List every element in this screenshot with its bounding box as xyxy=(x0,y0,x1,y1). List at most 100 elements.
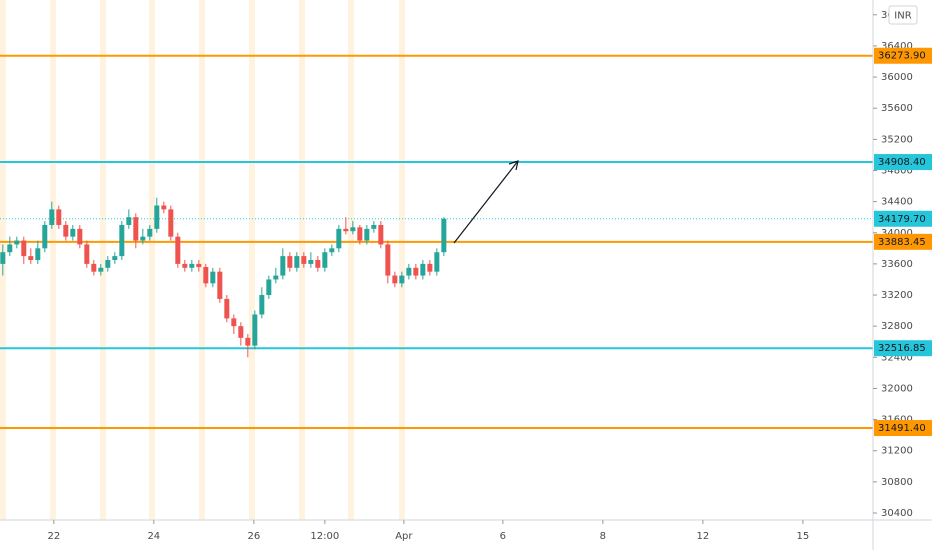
candle-body xyxy=(392,275,398,284)
currency-box xyxy=(888,5,918,25)
y-tick-label: 35600 xyxy=(881,103,913,114)
price-label-box xyxy=(874,420,932,437)
candle-body xyxy=(161,205,167,210)
y-tick-label: 36400 xyxy=(881,41,913,52)
candle-body xyxy=(42,224,48,249)
candle-body xyxy=(434,252,440,272)
y-tick-label: 35200 xyxy=(881,134,913,145)
price-lines xyxy=(0,54,873,430)
candle-body xyxy=(350,227,356,232)
candle-body xyxy=(77,228,83,245)
price-label: 34908.40 xyxy=(878,157,926,168)
candle-body xyxy=(217,271,223,299)
candle-body xyxy=(224,298,230,319)
candle-body xyxy=(133,217,139,241)
x-tick-label: Apr xyxy=(395,531,413,542)
candle-body xyxy=(49,209,55,225)
x-tick-label: 15 xyxy=(797,531,810,542)
y-tick-label: 36000 xyxy=(881,72,913,83)
candle-body xyxy=(0,252,6,264)
candle-body xyxy=(357,227,363,241)
price-label-box xyxy=(874,340,932,357)
price-labels: 36273.90 34908.40 33883.45 32516.85 31491.40… xyxy=(874,47,932,437)
session-band xyxy=(199,0,205,520)
candle-body xyxy=(336,228,342,249)
candle-body xyxy=(154,205,160,229)
y-tick-label: 33600 xyxy=(881,259,913,270)
candle-body xyxy=(280,256,286,276)
price-label-box xyxy=(874,210,932,227)
candle-body xyxy=(7,244,13,253)
y-tick-label: 32000 xyxy=(881,383,913,394)
candle-body xyxy=(245,337,251,346)
arrow-line xyxy=(453,160,519,244)
candle-body xyxy=(28,256,34,260)
candle-body xyxy=(196,263,202,268)
candle-body xyxy=(371,224,377,229)
x-tick-label: 12 xyxy=(697,531,710,542)
session-band xyxy=(249,0,255,520)
price-label: 33883.45 xyxy=(878,237,926,248)
candle-body xyxy=(175,236,181,264)
y-tick-label: 34400 xyxy=(881,197,913,208)
candle-body xyxy=(70,228,76,237)
y-tick-label: 33200 xyxy=(881,290,913,301)
x-tick-label: 8 xyxy=(600,531,606,542)
arrow-head xyxy=(508,160,519,171)
candle-body xyxy=(63,224,69,237)
candle-body xyxy=(238,326,244,338)
candle-body xyxy=(84,244,90,264)
candle-body xyxy=(343,228,349,232)
session-band xyxy=(50,0,56,520)
candle-body xyxy=(364,228,370,241)
candle-body xyxy=(91,263,97,272)
candle-body xyxy=(147,228,153,237)
x-tick-label: 12:00 xyxy=(310,531,339,542)
candle-body xyxy=(315,260,321,268)
candle-body xyxy=(182,263,188,268)
candle-body xyxy=(231,318,237,327)
session-band xyxy=(149,0,155,520)
candle-body xyxy=(441,218,447,253)
candle-body xyxy=(56,209,62,225)
candle-body xyxy=(399,275,405,284)
candle-body xyxy=(420,263,426,276)
candle-body xyxy=(14,240,20,245)
candle-body xyxy=(413,267,419,276)
candle-body xyxy=(126,217,132,225)
y-tick-label: 32800 xyxy=(881,321,913,332)
y-tick-label: 31200 xyxy=(881,446,913,457)
candle-body xyxy=(406,267,412,276)
x-tick-label: 26 xyxy=(247,531,260,542)
candles xyxy=(0,197,447,358)
candle-body xyxy=(427,263,433,272)
candle-body xyxy=(294,256,300,268)
candle-body xyxy=(266,279,272,296)
candle-body xyxy=(119,224,125,257)
x-tick-label: 24 xyxy=(147,531,160,542)
session-band xyxy=(399,0,405,520)
candle-body xyxy=(35,248,41,260)
x-tick-label: 6 xyxy=(500,531,506,542)
candle-body xyxy=(252,314,258,346)
candle-body xyxy=(322,252,328,268)
price-label-box xyxy=(874,154,932,171)
candle-body xyxy=(273,275,279,280)
candle-body xyxy=(140,236,146,241)
price-label-box xyxy=(874,233,932,250)
price-label: 31491.40 xyxy=(878,423,926,434)
y-tick-label: 30800 xyxy=(881,477,913,488)
candle-body xyxy=(210,271,216,284)
price-label: 36273.90 xyxy=(878,51,926,62)
candle-body xyxy=(203,267,209,284)
price-label-box xyxy=(874,47,932,64)
candle-body xyxy=(378,224,384,245)
candle-body xyxy=(105,260,111,268)
candle-body xyxy=(189,263,195,268)
currency-label: INR xyxy=(894,11,911,22)
y-tick-label: 34800 xyxy=(881,165,913,176)
candle-body xyxy=(98,267,104,272)
candle-body xyxy=(308,260,314,264)
candle-body xyxy=(385,244,391,276)
